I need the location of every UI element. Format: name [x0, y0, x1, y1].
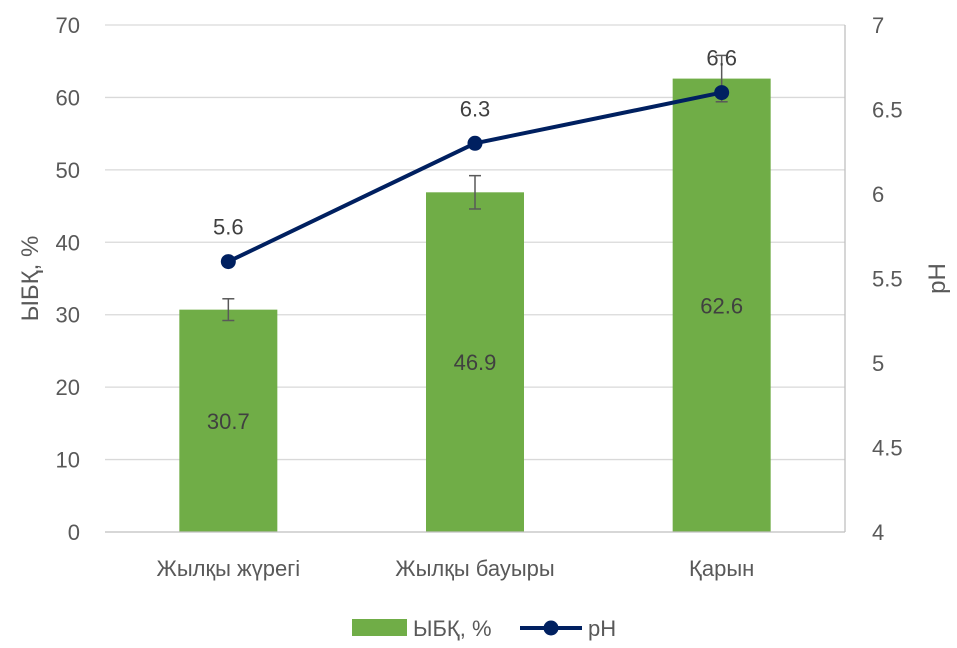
data-labels: 30.7 46.9 62.6 5.6 6.3 6.6 — [207, 46, 743, 434]
legend-label-bar: ЫБҚ, % — [413, 616, 492, 641]
x-tick-label: Қарын — [689, 556, 754, 581]
y-tick-label: 30 — [56, 303, 80, 328]
x-tick-label: Жылқы жүрегі — [157, 556, 301, 581]
y-tick-label: 50 — [56, 158, 80, 183]
bar — [179, 309, 278, 532]
y2-tick-label: 4 — [872, 520, 884, 545]
legend-label-line: pH — [588, 616, 616, 641]
axes: 0 10 20 30 40 50 60 70 4 4.5 5 5.5 6 6.5 7 Жылқы жүрегі… — [17, 13, 951, 581]
y-axis-title: ЫБҚ, % — [17, 236, 44, 322]
ph-data-label: 5.6 — [213, 215, 244, 240]
y-tick-label: 40 — [56, 230, 80, 255]
y-tick-label: 60 — [56, 85, 80, 110]
y2-axis-title: pH — [924, 263, 951, 294]
y2-tick-label: 7 — [872, 13, 884, 38]
y2-tick-label: 5.5 — [872, 267, 903, 292]
bar-data-label: 46.9 — [454, 350, 497, 375]
y-tick-label: 0 — [68, 520, 80, 545]
bar-series — [179, 78, 771, 533]
bar — [672, 78, 771, 533]
ph-point — [714, 85, 730, 101]
error-bar — [469, 174, 481, 210]
legend-swatch-marker — [543, 620, 559, 636]
y2-tick-label: 4.5 — [872, 436, 903, 461]
line-series — [220, 85, 730, 270]
y2-tick-label: 5 — [872, 351, 884, 376]
y2-tick-label: 6 — [872, 182, 884, 207]
y-tick-label: 10 — [56, 448, 80, 473]
y-tick-label: 20 — [56, 375, 80, 400]
y-tick-label: 70 — [56, 13, 80, 38]
bar-data-label: 30.7 — [207, 409, 250, 434]
bar — [426, 192, 524, 532]
ph-data-label: 6.3 — [460, 96, 491, 121]
ph-point — [467, 135, 483, 151]
legend-swatch-bar — [352, 619, 407, 636]
ph-point — [220, 254, 236, 270]
y2-tick-label: 6.5 — [872, 98, 903, 123]
bar-data-label: 62.6 — [700, 293, 743, 318]
ph-data-label: 6.6 — [706, 46, 737, 71]
error-bar — [222, 298, 235, 322]
legend: ЫБҚ, % pH — [352, 616, 616, 641]
x-tick-label: Жылқы бауыры — [395, 556, 554, 581]
